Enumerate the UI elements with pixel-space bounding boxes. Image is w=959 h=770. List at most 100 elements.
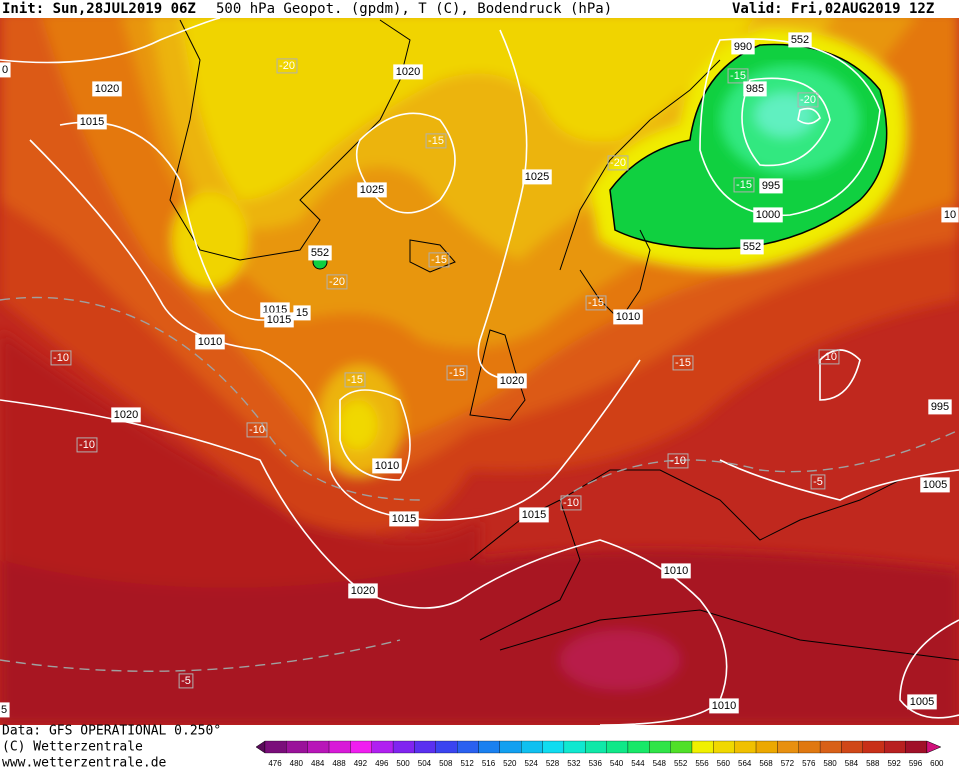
label-box bbox=[246, 422, 268, 438]
temperature-label: -15 bbox=[449, 367, 465, 379]
isobar-label: 995 bbox=[931, 401, 949, 413]
label-box bbox=[522, 169, 552, 185]
colorbar-tick-label: 560 bbox=[717, 759, 731, 768]
label-box bbox=[0, 62, 11, 78]
isobar-label: 0 bbox=[2, 64, 8, 76]
temperature-label: -15 bbox=[431, 254, 447, 266]
map bbox=[0, 18, 959, 725]
colorbar-swatch bbox=[456, 740, 479, 754]
colorbar-tick-label: 496 bbox=[375, 759, 389, 768]
label-box bbox=[428, 252, 450, 268]
isobar-label: 1015 bbox=[522, 509, 546, 521]
isobar-label: 10 bbox=[944, 209, 956, 221]
colorbar-swatch bbox=[563, 740, 586, 754]
colorbar-swatch bbox=[841, 740, 863, 754]
label-box bbox=[0, 702, 10, 718]
isobar-label: 15 bbox=[296, 307, 308, 319]
temperature-label: -10 bbox=[563, 497, 579, 509]
label-box bbox=[111, 407, 141, 423]
isobar bbox=[699, 38, 881, 217]
data-source: Data: GFS OPERATIONAL 0.250° bbox=[2, 724, 221, 739]
isobar-label: 1010 bbox=[712, 700, 736, 712]
isobar bbox=[0, 399, 728, 725]
label-box bbox=[907, 694, 937, 710]
label-box bbox=[740, 239, 764, 255]
colorbar-swatch bbox=[478, 740, 501, 754]
label-box bbox=[709, 698, 739, 714]
label-box bbox=[344, 372, 366, 388]
isobar-label: 5 bbox=[1, 704, 7, 716]
isobar bbox=[819, 349, 861, 401]
coastline bbox=[469, 329, 526, 421]
isobar-label: 1020 bbox=[95, 83, 119, 95]
temperature-label: -20 bbox=[800, 94, 816, 106]
colorbar-swatch bbox=[734, 740, 757, 754]
colorbar-swatch bbox=[798, 740, 821, 754]
coastline bbox=[169, 19, 411, 261]
colorbar-tick-label: 592 bbox=[887, 759, 901, 768]
label-box bbox=[92, 81, 122, 97]
isobar-label: 1020 bbox=[114, 409, 138, 421]
label-box bbox=[810, 474, 826, 490]
colorbar-swatch bbox=[286, 740, 308, 754]
colorbar-tick-label: 548 bbox=[653, 759, 667, 768]
isobar-label: 1005 bbox=[910, 696, 934, 708]
colorbar-swatch bbox=[414, 740, 436, 754]
isobar-label: 552 bbox=[791, 34, 809, 46]
temperature-label: -20 bbox=[610, 157, 626, 169]
colorbar-tick-label: 480 bbox=[290, 759, 304, 768]
label-box bbox=[667, 453, 689, 469]
field-layer bbox=[0, 550, 959, 725]
label-box bbox=[585, 295, 607, 311]
label-box bbox=[497, 373, 527, 389]
colorbar-tick-label: 580 bbox=[823, 759, 837, 768]
label-box bbox=[348, 583, 378, 599]
url: www.wetterzentrale.de bbox=[2, 756, 167, 770]
colorbar-tick-label: 544 bbox=[631, 759, 645, 768]
isobar-label: 1015 bbox=[267, 314, 291, 326]
colorbar-tick-label: 540 bbox=[610, 759, 624, 768]
temperature-label: -10 bbox=[79, 439, 95, 451]
label-box bbox=[195, 334, 225, 350]
label-box bbox=[264, 312, 294, 328]
colorbar-swatch bbox=[521, 740, 543, 754]
colorbar-swatch bbox=[606, 740, 629, 754]
field-layer bbox=[181, 18, 754, 200]
colorbar-swatch bbox=[542, 740, 565, 754]
isobar-label: 1020 bbox=[500, 375, 524, 387]
label-box bbox=[818, 349, 840, 365]
isobar-label: 1010 bbox=[616, 311, 640, 323]
label-box bbox=[326, 274, 348, 290]
label-box bbox=[357, 182, 387, 198]
isobar-label: 990 bbox=[734, 41, 752, 53]
temperature-label: -5 bbox=[813, 476, 823, 488]
temperature-line bbox=[559, 429, 959, 501]
coastline bbox=[499, 609, 959, 661]
colorbar-tick-label: 508 bbox=[439, 759, 453, 768]
temperature-line bbox=[0, 639, 401, 672]
colorbar-tick-label: 536 bbox=[589, 759, 603, 768]
label-box bbox=[77, 114, 107, 130]
isobar bbox=[477, 29, 528, 381]
label-box bbox=[607, 155, 629, 171]
label-box bbox=[727, 68, 749, 84]
isobar-label: 1010 bbox=[664, 565, 688, 577]
label-box bbox=[743, 81, 767, 97]
colorbar-tick-label: 600 bbox=[930, 759, 944, 768]
isobar bbox=[29, 139, 641, 521]
colorbar-tick-label: 584 bbox=[845, 759, 859, 768]
isobar-label: 985 bbox=[746, 83, 764, 95]
temperature-label: -20 bbox=[329, 276, 345, 288]
isobar-label: 1015 bbox=[392, 513, 416, 525]
colorbar-tick-label: 552 bbox=[674, 759, 688, 768]
temperature-label: -15 bbox=[588, 297, 604, 309]
colorbar-tick-label: 484 bbox=[311, 759, 325, 768]
label-box bbox=[293, 305, 311, 321]
colorbar-swatch bbox=[435, 740, 458, 754]
label-box bbox=[672, 355, 694, 371]
copyright: (C) Wetterzentrale bbox=[2, 740, 143, 755]
temperature-label: -10 bbox=[670, 455, 686, 467]
colorbar-tick-label: 576 bbox=[802, 759, 816, 768]
